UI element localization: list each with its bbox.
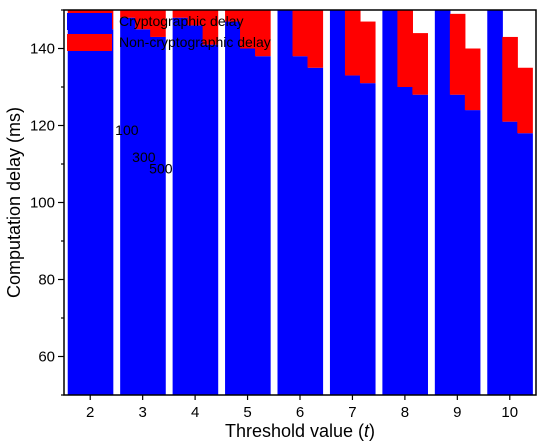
x-tick-label: 7 <box>348 404 356 421</box>
bar-non-cryptographic-t10-500 <box>517 67 533 134</box>
bar-non-cryptographic-t8-500 <box>412 33 428 95</box>
bar-cryptographic-t6-500 <box>307 67 324 395</box>
bar-non-cryptographic-t3-100 <box>120 10 136 18</box>
bar-cryptographic-t10-300 <box>502 121 518 396</box>
x-tick-label: 10 <box>501 404 518 421</box>
x-axis-title-variable: t <box>364 421 370 441</box>
y-tick-label: 80 <box>38 272 55 289</box>
bar-non-cryptographic-t5-500 <box>255 10 271 57</box>
x-tick-label: 4 <box>191 404 199 421</box>
bar-non-cryptographic-t5-300 <box>240 10 256 49</box>
bar-cryptographic-t3-300 <box>135 29 151 395</box>
x-tick-label: 2 <box>86 404 94 421</box>
bar-cryptographic-t9-100 <box>434 10 451 395</box>
bar-non-cryptographic-t5-100 <box>225 10 241 22</box>
legend-swatch-non-cryptographic <box>67 34 112 51</box>
x-axis-title: Threshold value (t) <box>225 421 375 441</box>
bar-non-cryptographic-t8-300 <box>397 10 413 87</box>
bar-cryptographic-t5-100 <box>225 21 241 396</box>
bar-cryptographic-t3-100 <box>120 17 136 395</box>
bar-cryptographic-t5-500 <box>255 56 271 395</box>
bar-cryptographic-t4-100 <box>172 17 189 395</box>
bar-cryptographic-t2-500 <box>97 29 114 395</box>
bar-non-cryptographic-t7-300 <box>344 10 361 76</box>
bar-cryptographic-t2-100 <box>67 13 84 395</box>
bar-cryptographic-t7-500 <box>359 83 376 396</box>
bar-cryptographic-t10-100 <box>487 10 503 395</box>
bar-non-cryptographic-t7-500 <box>359 21 376 84</box>
bar-cryptographic-t9-500 <box>464 110 481 395</box>
bar-non-cryptographic-t4-500 <box>202 10 219 45</box>
bar-non-cryptographic-t9-500 <box>464 48 481 111</box>
x-axis-title-text: Threshold value <box>225 421 353 441</box>
bar-non-cryptographic-t10-300 <box>502 36 518 122</box>
bar-cryptographic-t6-100 <box>277 10 294 395</box>
bar-cryptographic-t2-300 <box>82 25 99 396</box>
bar-cryptographic-t4-300 <box>187 25 204 396</box>
bar-cryptographic-t8-500 <box>412 94 428 395</box>
bars-layer <box>67 10 533 396</box>
y-axis: 60 80 100 120 140 <box>30 9 64 396</box>
y-tick-label: 120 <box>30 118 55 135</box>
legend-label-cryptographic: Cryptographic delay <box>119 13 244 29</box>
x-axis: 2 3 4 5 6 7 8 9 10 <box>86 395 518 421</box>
legend: Cryptographic delay Non-cryptographic del… <box>67 13 271 51</box>
bar-non-cryptographic-t2-100 <box>67 10 84 14</box>
x-tick-label: 8 <box>401 404 409 421</box>
x-tick-label: 6 <box>296 404 304 421</box>
legend-swatch-cryptographic <box>67 13 112 30</box>
bar-cryptographic-t6-300 <box>292 56 309 395</box>
y-axis-title: Computation delay (ms) <box>4 107 24 298</box>
bar-cryptographic-t8-100 <box>382 10 398 395</box>
bar-non-cryptographic-t6-300 <box>292 10 309 57</box>
bar-non-cryptographic-t3-300 <box>135 10 151 30</box>
bar-cryptographic-t3-500 <box>150 36 166 395</box>
bar-non-cryptographic-t4-300 <box>187 10 204 26</box>
bar-cryptographic-t8-300 <box>397 87 413 395</box>
x-tick-label: 5 <box>243 404 251 421</box>
bar-cryptographic-t7-300 <box>344 75 361 395</box>
group-label-100: 100 <box>115 122 139 138</box>
bar-cryptographic-t7-100 <box>329 10 346 395</box>
bar-non-cryptographic-t6-500 <box>307 10 324 68</box>
group-label-500: 500 <box>149 160 173 176</box>
y-tick-label: 140 <box>30 41 55 58</box>
bar-cryptographic-t5-300 <box>240 48 256 395</box>
bar-cryptographic-t4-500 <box>202 44 219 396</box>
y-tick-label: 60 <box>38 349 55 366</box>
bar-non-cryptographic-t3-500 <box>150 10 166 37</box>
bar-non-cryptographic-t4-100 <box>172 10 189 18</box>
bar-cryptographic-t10-500 <box>517 133 533 395</box>
bar-non-cryptographic-t9-300 <box>449 13 466 95</box>
bar-cryptographic-t9-300 <box>449 94 466 395</box>
x-tick-label: 9 <box>453 404 461 421</box>
x-tick-label: 3 <box>138 404 146 421</box>
legend-label-non-cryptographic: Non-cryptographic delay <box>119 34 271 50</box>
y-tick-label: 100 <box>30 195 55 212</box>
group-label-300: 300 <box>132 149 156 165</box>
